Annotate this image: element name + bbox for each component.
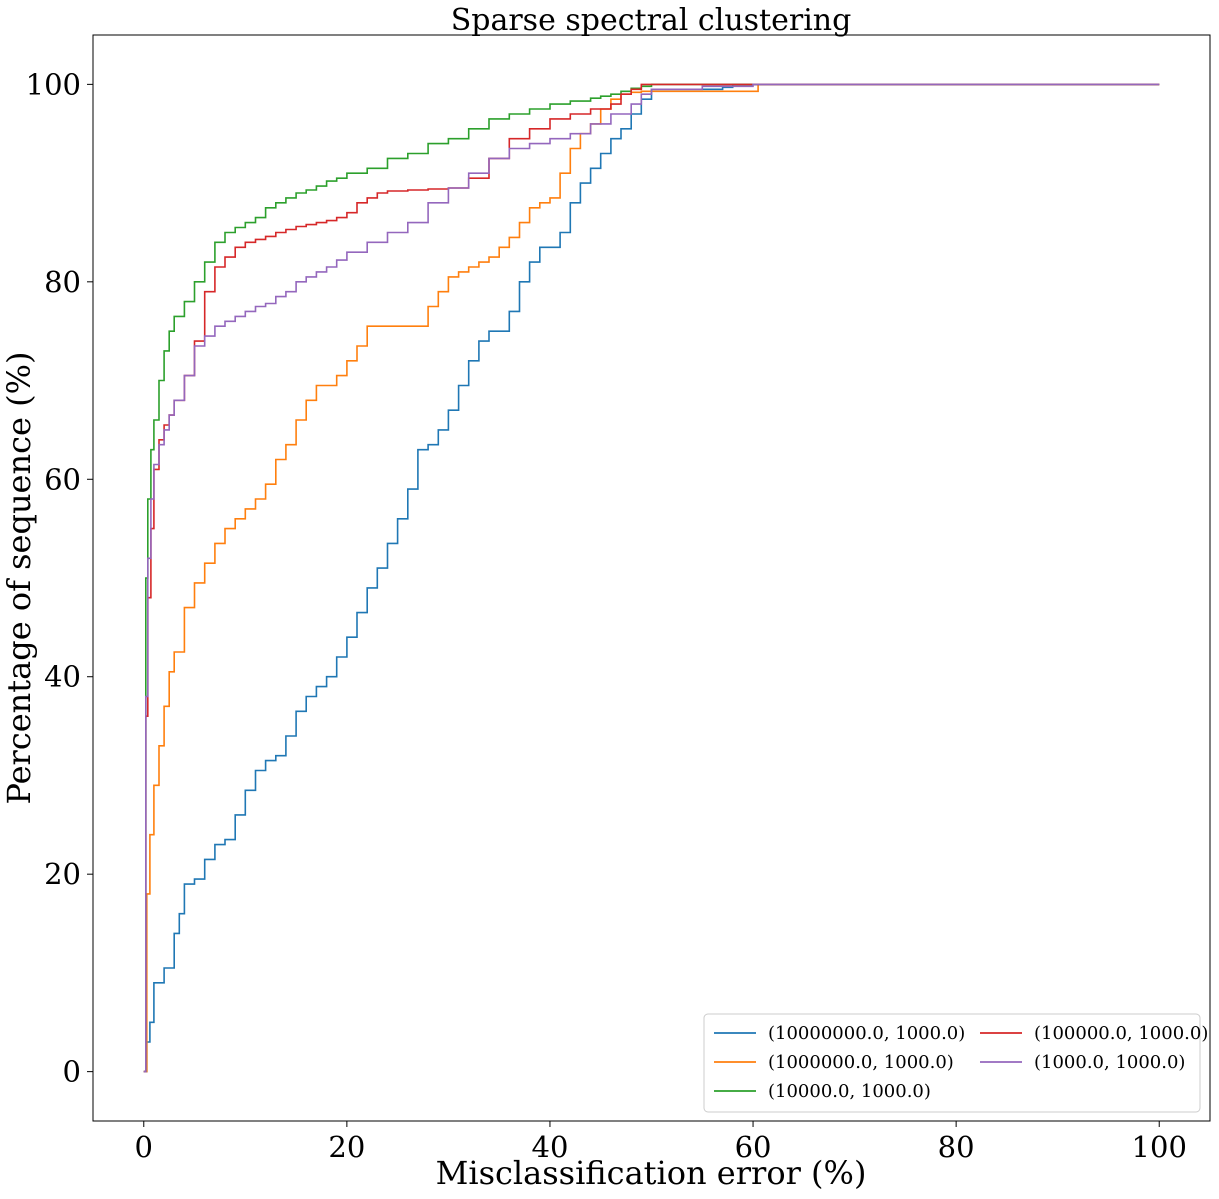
x-tick-label: 100 (1132, 1130, 1187, 1164)
legend-label: (1000.0, 1000.0) (1034, 1052, 1185, 1073)
y-axis-title: Percentage of sequence (%) (0, 351, 38, 804)
y-tick-label: 100 (26, 67, 81, 101)
y-tick-label: 80 (44, 265, 81, 299)
series-layer (143, 83, 1160, 1073)
series-line-3 (143, 83, 1160, 1073)
legend-label: (1000000.0, 1000.0) (768, 1052, 954, 1073)
x-tick-label: 60 (735, 1130, 772, 1164)
series-line-5 (143, 83, 1160, 1073)
y-tick-label: 0 (63, 1055, 81, 1089)
y-tick-label: 40 (44, 660, 81, 694)
x-tick-label: 40 (532, 1130, 569, 1164)
x-tick-label: 0 (135, 1130, 153, 1164)
plot-frame (92, 34, 1211, 1122)
legend-label: (10000.0, 1000.0) (768, 1081, 931, 1102)
legend-box (703, 1013, 1201, 1113)
x-axis-title: Misclassification error (%) (436, 1154, 867, 1192)
x-tick-label: 20 (328, 1130, 365, 1164)
x-tick-label: 80 (938, 1130, 975, 1164)
chart-title: Sparse spectral clustering (451, 3, 852, 38)
y-tick-label: 60 (44, 462, 81, 496)
legend-label: (100000.0, 1000.0) (1034, 1023, 1208, 1044)
series-line-1 (143, 83, 1160, 1073)
y-tick-label: 20 (44, 857, 81, 891)
legend-label: (10000000.0, 1000.0) (768, 1023, 965, 1044)
ticks-layer: 0 20 40 60 80 100 0 20 40 60 80 100 (26, 67, 1187, 1164)
legend: (10000000.0, 1000.0) (1000000.0, 1000.0) (… (703, 1013, 1208, 1113)
